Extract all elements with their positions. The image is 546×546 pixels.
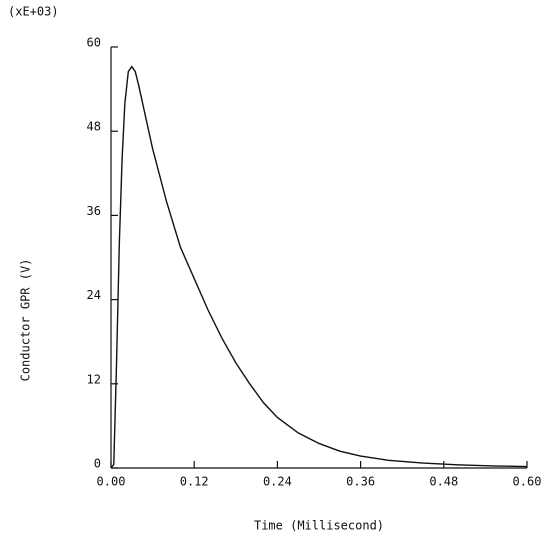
x-tick-label: 0.12 — [180, 475, 209, 489]
y-tick-label: 24 — [87, 288, 101, 302]
x-tick-label: 0.36 — [346, 475, 375, 489]
y-axis-label: Conductor GPR (V) — [19, 259, 33, 382]
y-tick-label: 0 — [94, 457, 101, 471]
y-tick-label: 60 — [87, 36, 101, 50]
x-tick-label: 0.48 — [429, 475, 458, 489]
x-tick-label: 0.00 — [97, 475, 126, 489]
y-tick-label: 48 — [87, 120, 101, 134]
line — [110, 65, 528, 469]
x-tick-label: 0.60 — [513, 475, 542, 489]
y-tick-label: 36 — [87, 204, 101, 218]
x-axis-label: Time (Millisecond) — [254, 519, 384, 533]
y-tick-label: 12 — [87, 372, 101, 386]
axis-multiplier: (xE+03) — [8, 5, 59, 19]
x-tick-label: 0.24 — [263, 475, 292, 489]
